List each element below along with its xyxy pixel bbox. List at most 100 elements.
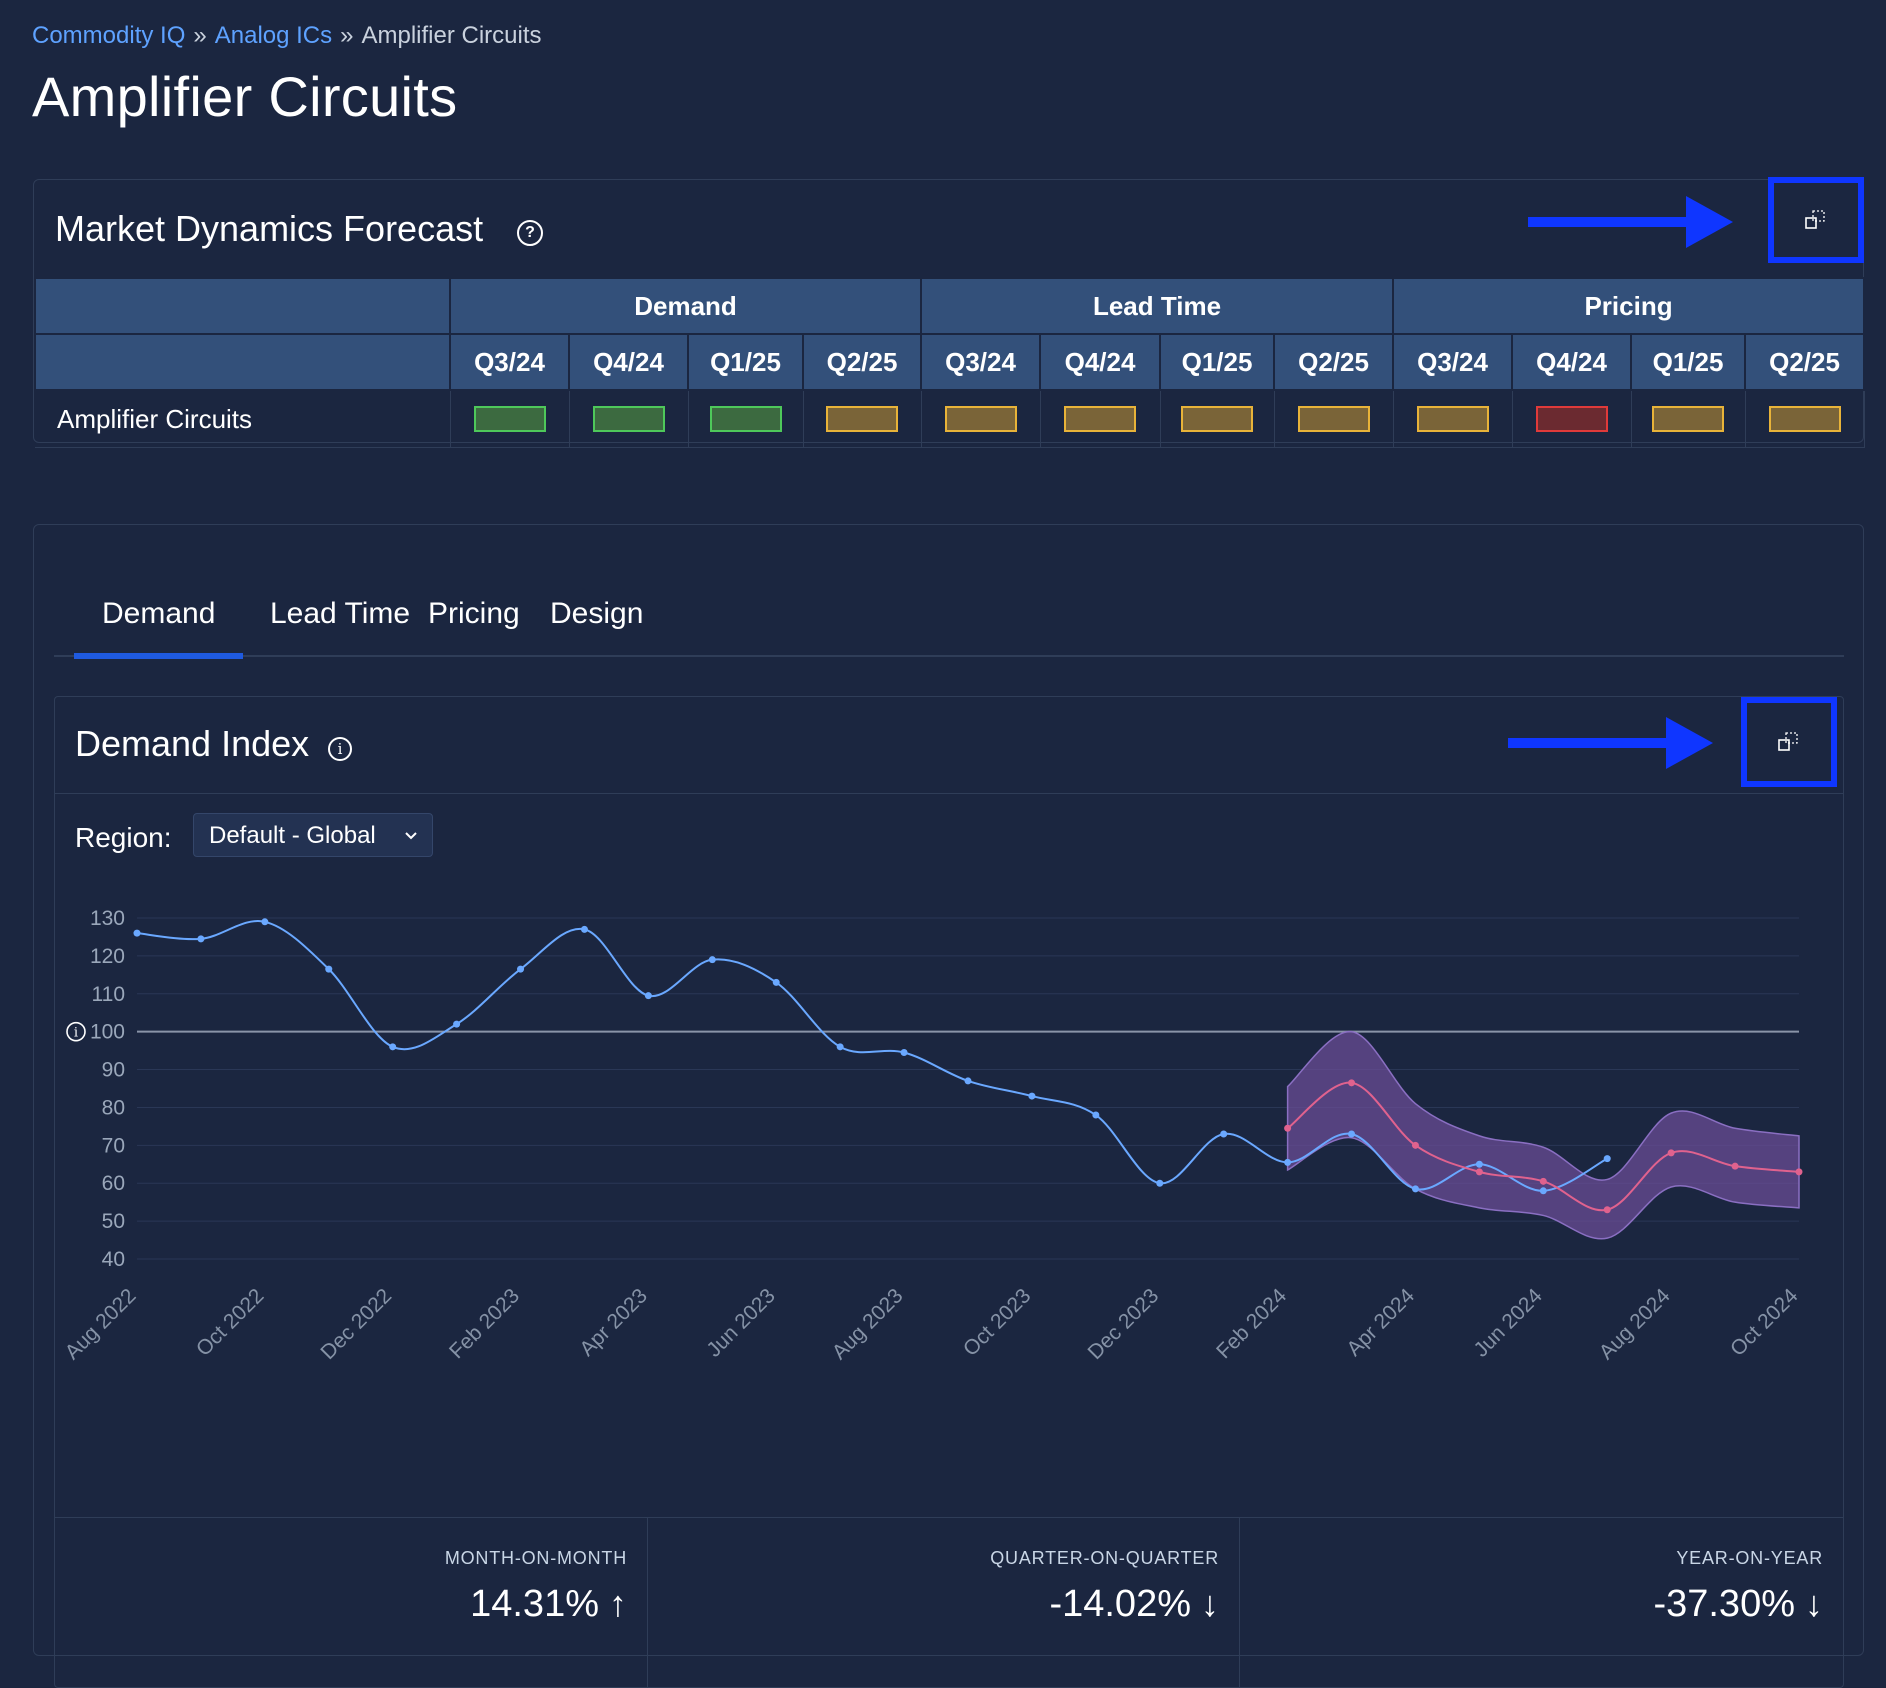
breadcrumb-link-commodity-iq[interactable]: Commodity IQ	[32, 22, 186, 49]
tab-panel-card: Demand Lead Time Pricing Design Demand I…	[33, 524, 1864, 1688]
actual-point	[133, 929, 141, 937]
actual-point	[389, 1043, 397, 1051]
actual-point	[1603, 1155, 1611, 1163]
expand-button[interactable]	[1768, 177, 1864, 263]
status-indicator-amber[interactable]	[1416, 406, 1489, 432]
stat-number: 14.31%	[470, 1583, 599, 1625]
arrow-pointer-icon	[1508, 717, 1713, 769]
status-cell	[1512, 390, 1632, 448]
x-tick-label: Apr 2023	[575, 1284, 652, 1361]
quarter-header: Q4/24	[568, 333, 689, 391]
page-title: Amplifier Circuits	[32, 65, 458, 128]
status-indicator-amber[interactable]	[944, 406, 1017, 432]
group-header-lead-time: Lead Time	[920, 277, 1395, 335]
group-header-pricing: Pricing	[1392, 277, 1866, 335]
help-icon[interactable]: ?	[517, 220, 543, 246]
breadcrumb-current: Amplifier Circuits	[361, 22, 542, 49]
stat-month-on-month: MONTH-ON-MONTH 14.31% ↑	[55, 1518, 647, 1688]
region-select[interactable]: Default - Global	[193, 813, 433, 857]
status-cell	[1393, 390, 1513, 448]
status-indicator-amber[interactable]	[1768, 406, 1841, 432]
actual-point	[325, 965, 333, 973]
status-indicator-green[interactable]	[709, 406, 782, 432]
status-cell	[1274, 390, 1394, 448]
actual-point	[197, 935, 205, 943]
status-cell	[1040, 390, 1161, 448]
status-indicator-green[interactable]	[592, 406, 665, 432]
actual-point	[772, 978, 780, 986]
status-indicator-amber[interactable]	[1181, 406, 1254, 432]
demand-index-header: Demand Index i	[55, 697, 1843, 794]
expand-icon	[1805, 210, 1825, 229]
forecast-corner-cell	[34, 333, 451, 391]
expand-button[interactable]	[1741, 697, 1837, 787]
y-tick-label: 110	[92, 983, 125, 1006]
forecast-point	[1731, 1162, 1739, 1170]
expand-icon	[1778, 732, 1798, 751]
quarter-header: Q3/24	[449, 333, 570, 391]
x-tick-label: Feb 2023	[445, 1284, 524, 1363]
x-tick-label: Feb 2024	[1212, 1284, 1291, 1363]
demand-index-title: Demand Index	[75, 723, 310, 764]
stat-label: MONTH-ON-MONTH	[444, 1548, 627, 1568]
breadcrumb-separator: »	[340, 22, 354, 49]
reference-info-glyph: i	[74, 1026, 78, 1041]
status-indicator-amber[interactable]	[1652, 406, 1725, 432]
status-indicator-amber[interactable]	[1297, 406, 1370, 432]
forecast-point	[1411, 1141, 1419, 1149]
status-indicator-amber[interactable]	[826, 406, 898, 432]
region-select-value: Default - Global	[209, 822, 376, 849]
arrow-down-icon: ↓	[1201, 1583, 1219, 1624]
stat-year-on-year: YEAR-ON-YEAR -37.30% ↓	[1239, 1518, 1843, 1688]
status-cell	[803, 390, 922, 448]
tab-design[interactable]: Design	[550, 597, 644, 630]
status-indicator-amber[interactable]	[1064, 406, 1137, 432]
actual-point	[1475, 1160, 1483, 1168]
tab-lead-time[interactable]: Lead Time	[270, 597, 411, 630]
status-cell	[1160, 390, 1275, 448]
arrow-down-icon: ↓	[1805, 1583, 1823, 1624]
x-tick-label: Apr 2024	[1342, 1284, 1419, 1361]
actual-point	[900, 1049, 908, 1057]
forecast-corner-cell	[34, 277, 451, 335]
x-tick-label: Oct 2022	[192, 1284, 269, 1361]
tab-bar: Demand Lead Time Pricing Design	[54, 575, 1844, 659]
forecast-point	[1539, 1177, 1547, 1185]
actual-point	[836, 1043, 844, 1051]
breadcrumb: Commodity IQ » Analog ICs » Amplifier Circui…	[32, 22, 542, 50]
stat-number: -14.02%	[1049, 1583, 1191, 1625]
quarter-header: Q3/24	[920, 333, 1042, 391]
region-label: Region:	[75, 822, 172, 853]
tab-pricing[interactable]: Pricing	[428, 597, 520, 630]
status-cell	[1745, 390, 1865, 448]
demand-index-chart: 130 120 110 100 90 80 70 60 50 40 i Aug 2022 Oct 202…	[61, 907, 1803, 1364]
status-cell	[688, 390, 804, 448]
actual-point	[1156, 1179, 1164, 1187]
forecast-group-header-row: Demand Lead Time Pricing	[34, 277, 1866, 335]
actual-point	[964, 1077, 972, 1085]
y-tick-label: 120	[90, 945, 125, 968]
info-icon[interactable]: i	[328, 737, 352, 761]
market-dynamics-card: Market Dynamics Forecast ? Demand Lead T…	[33, 177, 1866, 448]
actual-point	[1348, 1130, 1356, 1138]
arrow-up-icon: ↑	[609, 1583, 627, 1624]
status-indicator-green[interactable]	[473, 406, 546, 432]
x-tick-label: Aug 2024	[1595, 1284, 1675, 1364]
forecast-point	[1475, 1168, 1483, 1176]
x-tick-label: Jun 2024	[1469, 1284, 1547, 1362]
tab-demand[interactable]: Demand	[74, 575, 244, 659]
x-tick-label: Jun 2023	[702, 1284, 779, 1361]
y-tick-label: 90	[102, 1059, 125, 1082]
status-indicator-red[interactable]	[1535, 406, 1608, 432]
actual-point	[261, 918, 269, 926]
breadcrumb-link-analog-ics[interactable]: Analog ICs	[214, 22, 333, 49]
y-tick-label: 50	[102, 1210, 125, 1233]
quarter-header: Q1/25	[687, 333, 804, 391]
x-tick-label: Oct 2023	[959, 1284, 1036, 1361]
quarter-header: Q3/24	[1392, 333, 1514, 391]
actual-point	[708, 956, 716, 964]
actual-point	[1284, 1158, 1292, 1166]
actual-point	[580, 925, 588, 933]
x-tick-label: Aug 2022	[61, 1284, 141, 1364]
quarter-header: Q2/25	[801, 333, 923, 391]
